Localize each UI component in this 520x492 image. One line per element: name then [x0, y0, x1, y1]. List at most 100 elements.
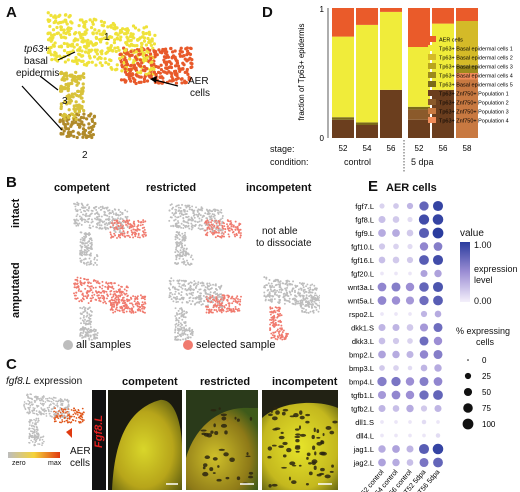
- umap-b-point: [311, 310, 314, 313]
- umap-b-point: [132, 228, 135, 231]
- umap-c-point: [66, 417, 69, 420]
- umap-a-point: [176, 76, 180, 80]
- umap-c-point: [51, 398, 54, 400]
- umap-b-point: [213, 309, 216, 311]
- umap-b-point: [79, 290, 82, 293]
- umap-b-point: [277, 313, 280, 316]
- umap-b-point: [94, 286, 97, 289]
- umap-c-point: [79, 412, 82, 415]
- umap-b-point: [209, 310, 212, 313]
- umap-b-point: [141, 223, 144, 226]
- umap-b-point: [84, 246, 87, 249]
- arrow-basal-1: [57, 51, 76, 61]
- umap-a-point: [139, 41, 144, 45]
- umap-b-point: [265, 295, 268, 298]
- umap-b-point: [93, 207, 96, 210]
- b-not-able: not able: [262, 226, 298, 237]
- umap-a-point: [69, 73, 73, 77]
- umap-b-point: [226, 298, 229, 301]
- umap-c-point: [63, 408, 65, 411]
- umap-b-point: [182, 248, 185, 251]
- umap-b-point: [143, 295, 146, 298]
- umap-c-point: [33, 438, 36, 441]
- umap-b-point: [98, 227, 101, 230]
- bar-segment: [408, 106, 430, 110]
- umap-b-point: [90, 289, 93, 291]
- umap-b-point: [116, 236, 118, 239]
- umap-b-point: [199, 228, 202, 231]
- umap-b-point: [214, 300, 217, 303]
- e-gene-label: dll4.L: [356, 432, 374, 441]
- umap-b-point: [94, 333, 97, 336]
- e-dot: [378, 445, 386, 453]
- umap-b-point: [86, 284, 89, 287]
- umap-b-point: [305, 294, 308, 297]
- umap-b-point: [169, 295, 172, 298]
- umap-a-point: [66, 127, 71, 131]
- umap-a-point: [74, 104, 78, 108]
- e-dot: [432, 281, 444, 293]
- umap-b-point: [96, 215, 99, 218]
- d-legend-swatch: [428, 117, 436, 123]
- umap-b-point: [178, 257, 181, 260]
- pigment-spot: [270, 410, 273, 413]
- umap-b-point: [212, 231, 215, 234]
- e-gene-label: tgfb2.L: [351, 405, 374, 414]
- umap-b-point: [78, 215, 81, 218]
- umap-b-point: [227, 294, 230, 297]
- umap-b-point: [141, 234, 144, 237]
- umap-b-point: [89, 252, 92, 255]
- umap-c-point: [53, 403, 55, 405]
- umap-b-point: [231, 310, 234, 313]
- umap-a-point: [170, 72, 174, 76]
- umap-b-point: [182, 258, 185, 261]
- umap-b-point: [180, 286, 183, 289]
- umap-b-point: [280, 324, 283, 327]
- umap-b-point: [200, 227, 203, 230]
- umap-b-point: [173, 287, 176, 290]
- cluster-label-1: 1: [104, 32, 110, 43]
- umap-c-point: [29, 434, 32, 437]
- umap-b-point: [184, 231, 187, 234]
- umap-a-point: [63, 125, 67, 129]
- umap-b-point: [193, 303, 196, 306]
- umap-b-point: [301, 282, 304, 285]
- umap-b-point: [179, 210, 182, 213]
- umap-c-point: [73, 415, 76, 418]
- panel-e-dotplot: fgf7.Lfgf8.Lfgf9.Lfgf10.Lfgf16.Lfgf20.Lw…: [347, 200, 496, 492]
- umap-a-point: [115, 63, 119, 67]
- umap-a-point: [46, 18, 50, 22]
- umap-b-point: [83, 221, 86, 224]
- umap-b-point: [278, 330, 281, 333]
- umap-b-point: [211, 219, 214, 222]
- umap-b-point: [174, 326, 177, 328]
- umap-b-point: [137, 224, 140, 227]
- umap-b-point: [75, 219, 77, 221]
- pigment-spot: [313, 427, 316, 433]
- umap-b-point: [304, 290, 307, 293]
- umap-b-point: [208, 311, 211, 314]
- umap-b-point: [168, 288, 171, 291]
- pigment-spot: [282, 408, 289, 412]
- umap-c-point: [53, 418, 56, 421]
- e-dot: [419, 457, 429, 468]
- umap-b-point: [187, 283, 190, 285]
- e-dot: [392, 458, 400, 467]
- umap-c-point: [30, 401, 33, 404]
- umap-a-point: [147, 30, 151, 34]
- umap-a-point: [46, 31, 51, 35]
- b-col-incompetent: incompetent: [246, 182, 312, 194]
- umap-b-point: [234, 306, 237, 308]
- umap-a-point: [69, 130, 73, 135]
- pigment-spot: [306, 452, 311, 457]
- umap-b-point: [93, 333, 96, 336]
- umap-b-point: [216, 224, 219, 227]
- umap-b-point: [223, 294, 226, 297]
- e-gene-label: fgf7.L: [355, 202, 374, 211]
- umap-b-point: [186, 301, 189, 304]
- umap-b-point: [270, 282, 273, 285]
- umap-b-point: [182, 252, 185, 255]
- umap-b-point: [196, 215, 199, 218]
- umap-b-point: [134, 295, 137, 298]
- e-dot: [392, 323, 400, 332]
